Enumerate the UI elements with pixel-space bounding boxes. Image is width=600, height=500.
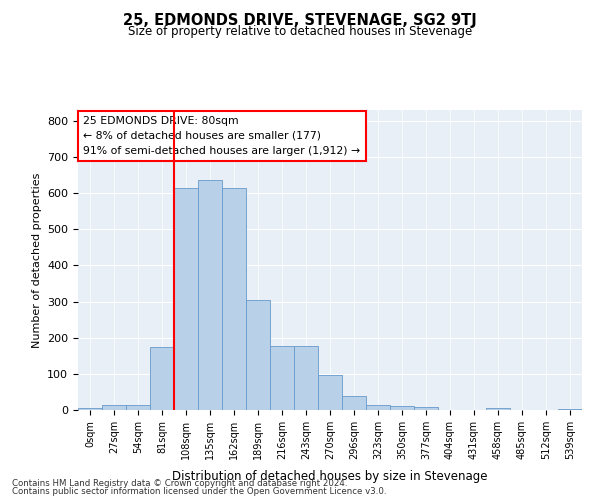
- Bar: [222, 188, 246, 410]
- Bar: [366, 405, 390, 410]
- X-axis label: Distribution of detached houses by size in Stevenage: Distribution of detached houses by size …: [172, 470, 488, 483]
- Bar: [78, 408, 102, 410]
- Bar: [414, 407, 438, 410]
- Bar: [126, 404, 150, 410]
- Bar: [390, 406, 414, 410]
- Text: 25 EDMONDS DRIVE: 80sqm
← 8% of detached houses are smaller (177)
91% of semi-de: 25 EDMONDS DRIVE: 80sqm ← 8% of detached…: [83, 116, 360, 156]
- Bar: [150, 346, 174, 410]
- Bar: [198, 180, 222, 410]
- Bar: [246, 300, 270, 410]
- Text: Contains public sector information licensed under the Open Government Licence v3: Contains public sector information licen…: [12, 487, 386, 496]
- Bar: [294, 346, 318, 410]
- Text: 25, EDMONDS DRIVE, STEVENAGE, SG2 9TJ: 25, EDMONDS DRIVE, STEVENAGE, SG2 9TJ: [123, 12, 477, 28]
- Y-axis label: Number of detached properties: Number of detached properties: [32, 172, 41, 348]
- Bar: [558, 409, 582, 410]
- Text: Size of property relative to detached houses in Stevenage: Size of property relative to detached ho…: [128, 25, 472, 38]
- Bar: [342, 396, 366, 410]
- Bar: [270, 346, 294, 410]
- Bar: [318, 374, 342, 410]
- Bar: [102, 406, 126, 410]
- Bar: [486, 408, 510, 410]
- Bar: [174, 188, 198, 410]
- Text: Contains HM Land Registry data © Crown copyright and database right 2024.: Contains HM Land Registry data © Crown c…: [12, 478, 347, 488]
